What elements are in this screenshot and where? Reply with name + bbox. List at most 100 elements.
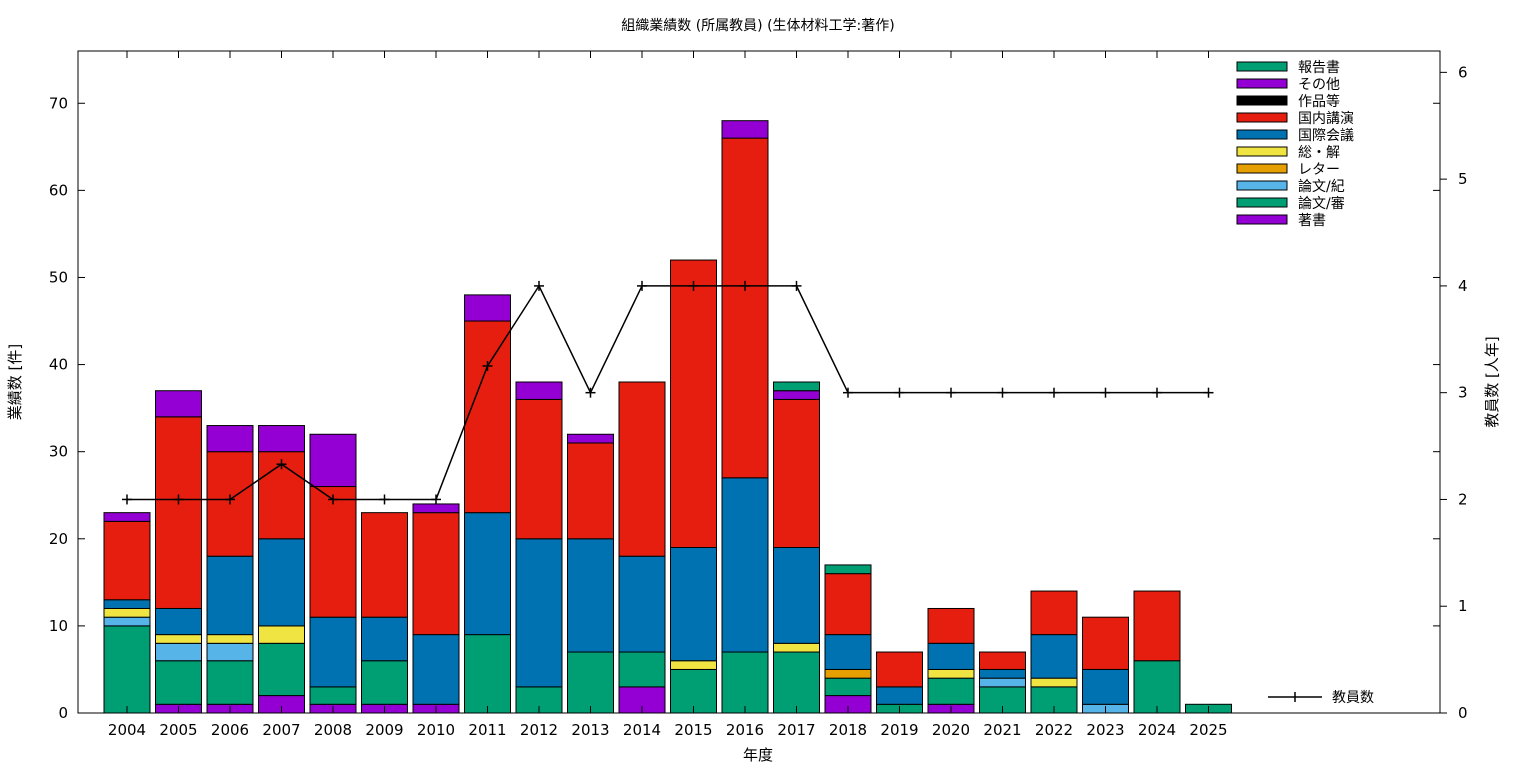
bar-segment — [876, 651, 923, 688]
bar-segment — [773, 642, 820, 653]
x-tick-label: 2011 — [468, 721, 506, 739]
chart-title: 組織業績数 (所属教員) (生体材料工学:著作) — [621, 18, 894, 34]
bar-segment — [258, 642, 305, 697]
bar-segment — [309, 433, 357, 488]
bar-segment — [1030, 634, 1078, 679]
bar-segment — [155, 390, 202, 418]
y-tick-label: 0 — [58, 704, 68, 722]
y2-tick-label: 2 — [1458, 490, 1468, 508]
y-axis-label: 業績数 [件] — [6, 344, 24, 420]
bar-segment — [773, 547, 820, 644]
x-tick-label: 2012 — [520, 721, 558, 739]
bar-segment — [1133, 590, 1181, 662]
bar-segment — [155, 634, 202, 644]
bar-segment — [515, 398, 563, 540]
bar-segment — [155, 660, 202, 705]
y-tick-label: 60 — [49, 181, 68, 199]
bar-segment — [361, 660, 408, 705]
bar-segment — [824, 677, 872, 697]
y2-tick-label: 6 — [1458, 63, 1468, 81]
x-tick-label: 2023 — [1086, 721, 1124, 739]
bar-segment — [927, 642, 975, 670]
x-tick-label: 2007 — [262, 721, 300, 739]
legend-label: レター — [1298, 162, 1340, 178]
bar-segment — [103, 520, 151, 601]
legend-swatch — [1236, 112, 1288, 123]
y2-tick-label: 5 — [1458, 170, 1468, 188]
bar-segment — [927, 677, 975, 705]
y-tick-label: 40 — [49, 356, 68, 374]
bar-segment — [258, 425, 305, 453]
x-tick-label: 2010 — [417, 721, 455, 739]
bar-segment — [721, 477, 769, 653]
x-tick-label: 2014 — [623, 721, 661, 739]
bar-segment — [773, 390, 820, 400]
bar-segment — [979, 651, 1026, 670]
legend-label: その他 — [1298, 77, 1340, 93]
legend-label: 論文/紀 — [1298, 179, 1345, 195]
bar-segment — [103, 512, 151, 522]
legend-label: 報告書 — [1298, 60, 1340, 76]
bar-segment — [309, 616, 357, 688]
bar-segment — [464, 294, 511, 322]
x-tick-label: 2016 — [726, 721, 764, 739]
legend-swatch — [1236, 163, 1288, 174]
line-series — [122, 280, 1214, 505]
bar-segment — [361, 616, 408, 662]
x-tick-label: 2009 — [365, 721, 403, 739]
bar-segment — [412, 512, 460, 636]
plot-area — [77, 50, 1441, 714]
bar-segment — [515, 538, 563, 688]
bar-segment — [824, 564, 872, 575]
legend-label: 総・解 — [1298, 145, 1340, 161]
x-tick-label: 2015 — [674, 721, 712, 739]
x-tick-label: 2020 — [932, 721, 970, 739]
bar-segment — [206, 555, 254, 636]
legend-label: 著書 — [1298, 213, 1326, 229]
y2-axis-label: 教員数 [人年] — [1483, 336, 1501, 427]
y2-tick-label: 4 — [1458, 277, 1468, 295]
y-tick-label: 20 — [49, 530, 68, 548]
bar-segment — [876, 686, 923, 705]
bar-segment — [309, 686, 357, 705]
legend-label: 論文/審 — [1298, 196, 1345, 212]
bar-segment — [927, 607, 975, 644]
bar-segment — [618, 555, 666, 653]
x-tick-label: 2025 — [1189, 721, 1227, 739]
bar-segment — [412, 503, 460, 514]
bar-segment — [567, 651, 614, 714]
y-tick-label: 50 — [49, 268, 68, 286]
y2-tick-label: 3 — [1458, 384, 1468, 402]
bar-segment — [412, 634, 460, 705]
y-tick-label: 70 — [49, 94, 68, 112]
x-tick-label: 2022 — [1035, 721, 1073, 739]
bar-segment — [567, 442, 614, 540]
x-tick-label: 2018 — [829, 721, 867, 739]
bar-segment — [309, 486, 357, 618]
bar-segment — [824, 573, 872, 636]
bar-segment — [979, 668, 1026, 679]
x-tick-label: 2008 — [314, 721, 352, 739]
bar-segment — [206, 634, 254, 644]
bar-segment — [258, 538, 305, 627]
legend-swatch — [1236, 214, 1288, 225]
bar-segment — [824, 634, 872, 670]
bar-segment — [618, 381, 666, 557]
bar-segment — [567, 433, 614, 444]
bar-segment — [979, 677, 1026, 688]
legend-swatch — [1236, 197, 1288, 208]
legend-swatch — [1236, 146, 1288, 157]
bar-segment — [103, 607, 151, 618]
legend-swatch — [1236, 95, 1288, 106]
bar-segment — [361, 512, 408, 618]
legend-swatch — [1236, 78, 1288, 89]
bars — [103, 120, 1232, 714]
teacher-count-line — [127, 284, 1209, 501]
bar-segment — [824, 668, 872, 679]
x-tick-label: 2021 — [983, 721, 1021, 739]
bar-segment — [1030, 590, 1078, 636]
x-tick-label: 2017 — [777, 721, 815, 739]
bar-segment — [1030, 677, 1078, 688]
